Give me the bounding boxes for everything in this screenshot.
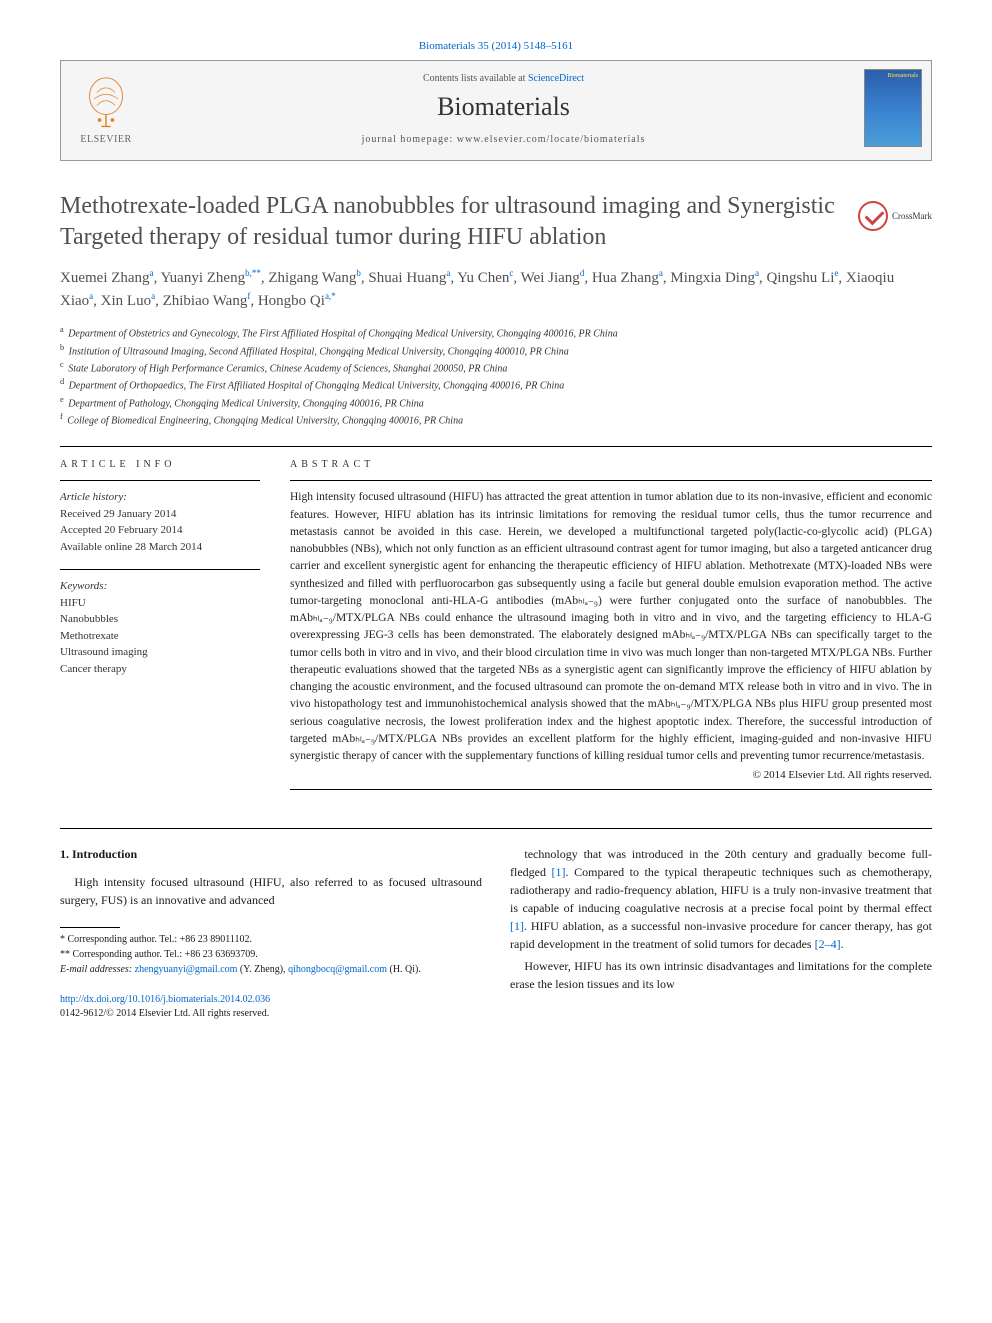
keyword: Ultrasound imaging (60, 644, 260, 661)
intro-heading: 1. Introduction (60, 845, 482, 863)
intro-para-1: High intensity focused ultrasound (HIFU,… (60, 873, 482, 909)
crossmark-label: CrossMark (892, 211, 932, 221)
doi-block: http://dx.doi.org/10.1016/j.biomaterials… (60, 993, 482, 1021)
email-link-1[interactable]: zhengyuanyi@gmail.com (135, 964, 238, 975)
sciencedirect-link[interactable]: ScienceDirect (528, 73, 584, 84)
publisher-name: ELSEVIER (80, 134, 131, 145)
affiliation: e Department of Pathology, Chongqing Med… (60, 394, 932, 411)
elsevier-tree-icon (81, 76, 131, 131)
abstract-text: High intensity focused ultrasound (HIFU)… (290, 489, 932, 765)
abstract-copyright: © 2014 Elsevier Ltd. All rights reserved… (290, 769, 932, 781)
issn-copyright: 0142-9612/© 2014 Elsevier Ltd. All right… (60, 1008, 269, 1019)
affiliations: a Department of Obstetrics and Gynecolog… (60, 324, 932, 428)
intro-para-3: However, HIFU has its own intrinsic disa… (510, 957, 932, 993)
doi-link[interactable]: http://dx.doi.org/10.1016/j.biomaterials… (60, 994, 270, 1005)
keyword: Cancer therapy (60, 661, 260, 678)
corresponding-1: * Corresponding author. Tel.: +86 23 890… (60, 932, 482, 947)
article-info-heading: ARTICLE INFO (60, 459, 260, 470)
author-list: Xuemei Zhanga, Yuanyi Zhengb,**, Zhigang… (60, 267, 932, 312)
article-info: ARTICLE INFO Article history: Received 2… (60, 459, 260, 798)
ref-link[interactable]: [1] (510, 919, 524, 933)
keyword: HIFU (60, 595, 260, 612)
journal-title: Biomaterials (161, 92, 846, 122)
keyword: Nanobubbles (60, 611, 260, 628)
article-title: Methotrexate-loaded PLGA nanobubbles for… (60, 191, 838, 253)
history-label: Article history: (60, 489, 260, 506)
affiliation: a Department of Obstetrics and Gynecolog… (60, 324, 932, 341)
ref-link[interactable]: [1] (552, 865, 566, 879)
keywords-label: Keywords: (60, 578, 260, 595)
publisher-logo: ELSEVIER (61, 61, 151, 160)
crossmark-icon (858, 201, 888, 231)
ref-link[interactable]: [2–4] (815, 937, 841, 951)
affiliation: b Institution of Ultrasound Imaging, Sec… (60, 342, 932, 359)
email-link-2[interactable]: qihongbocq@gmail.com (288, 964, 387, 975)
affiliation: d Department of Orthopaedics, The First … (60, 376, 932, 393)
abstract-heading: ABSTRACT (290, 459, 932, 470)
accepted-date: Accepted 20 February 2014 (60, 522, 260, 539)
intro-para-2: technology that was introduced in the 20… (510, 845, 932, 953)
online-date: Available online 28 March 2014 (60, 539, 260, 556)
journal-header: ELSEVIER Contents lists available at Sci… (60, 60, 932, 161)
abstract: ABSTRACT High intensity focused ultrasou… (290, 459, 932, 798)
footnotes: * Corresponding author. Tel.: +86 23 890… (60, 927, 482, 977)
affiliation: c State Laboratory of High Performance C… (60, 359, 932, 376)
citation-header: Biomaterials 35 (2014) 5148–5161 (60, 40, 932, 52)
corresponding-2: ** Corresponding author. Tel.: +86 23 63… (60, 947, 482, 962)
contents-available: Contents lists available at ScienceDirec… (161, 73, 846, 84)
article-body: 1. Introduction High intensity focused u… (60, 845, 932, 1021)
crossmark-badge[interactable]: CrossMark (858, 201, 932, 231)
journal-homepage: journal homepage: www.elsevier.com/locat… (161, 134, 846, 145)
received-date: Received 29 January 2014 (60, 506, 260, 523)
affiliation: f College of Biomedical Engineering, Cho… (60, 411, 932, 428)
journal-cover: Biomaterials (856, 61, 931, 160)
email-addresses: E-mail addresses: zhengyuanyi@gmail.com … (60, 962, 482, 977)
keyword: Methotrexate (60, 628, 260, 645)
